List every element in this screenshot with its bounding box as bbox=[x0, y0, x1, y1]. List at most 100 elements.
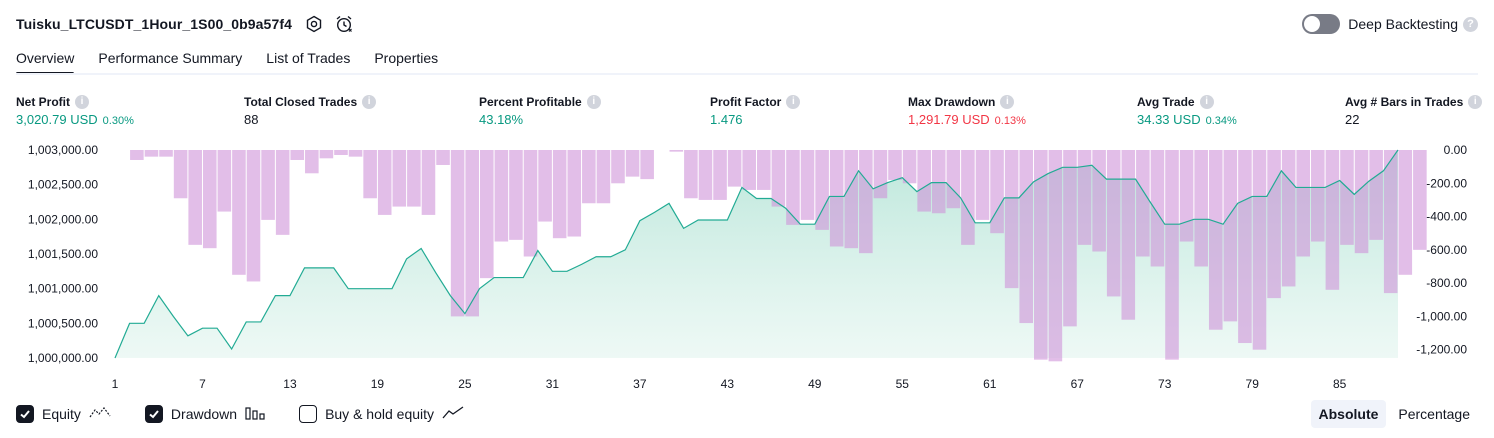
drawdown-bar bbox=[144, 150, 159, 157]
drawdown-bar bbox=[377, 150, 392, 215]
deep-backtesting-toggle[interactable] bbox=[1302, 14, 1341, 34]
metric-value: 88 bbox=[244, 112, 259, 127]
scale-mode: Absolute Percentage bbox=[1307, 400, 1479, 428]
legend-label: Buy & hold equity bbox=[325, 406, 435, 422]
drawdown-bar bbox=[1121, 150, 1136, 320]
metric-max-drawdown: Max Drawdown i 1,291.79 USD 0.13% bbox=[908, 93, 1026, 127]
drawdown-bar bbox=[888, 150, 902, 180]
percentage-button[interactable]: Percentage bbox=[1398, 406, 1470, 422]
drawdown-bar bbox=[1165, 150, 1179, 360]
drawdown-bar bbox=[1238, 150, 1252, 344]
metric-percent-profitable: Percent Profitable i 43.18% bbox=[479, 93, 601, 127]
help-icon[interactable]: ? bbox=[1463, 16, 1478, 32]
drawdown-bar bbox=[698, 150, 713, 200]
drawdown-bar bbox=[1136, 150, 1150, 257]
tab-properties[interactable]: Properties bbox=[374, 50, 439, 66]
drawdown-checkbox[interactable] bbox=[144, 405, 163, 423]
info-icon[interactable]: i bbox=[1000, 94, 1015, 109]
equity-line-icon bbox=[89, 405, 111, 424]
y-right-tick-label: -400.00 bbox=[1426, 210, 1467, 224]
drawdown-bar bbox=[1063, 150, 1077, 327]
metric-label: Max Drawdown bbox=[908, 94, 996, 109]
metric-net-profit: Net Profit i 3,020.79 USD 0.30% bbox=[16, 93, 134, 127]
metric-percent: 0.34% bbox=[1205, 115, 1237, 127]
info-icon[interactable]: i bbox=[586, 94, 601, 109]
y-right-tick-label: -200.00 bbox=[1426, 176, 1467, 190]
info-icon[interactable]: i bbox=[1199, 94, 1214, 109]
drawdown-bar bbox=[246, 150, 261, 282]
legend-drawdown[interactable]: Drawdown bbox=[144, 405, 265, 424]
drawdown-bar bbox=[669, 150, 684, 152]
equity-line bbox=[114, 149, 1399, 359]
drawdown-bar bbox=[1150, 150, 1165, 267]
drawdown-bar bbox=[786, 150, 800, 225]
drawdown-bar bbox=[319, 150, 334, 159]
info-icon[interactable]: i bbox=[362, 94, 377, 109]
drawdown-bar bbox=[421, 150, 436, 215]
drawdown-bar bbox=[334, 150, 348, 155]
drawdown-bar bbox=[523, 150, 538, 257]
drawdown-bar bbox=[727, 150, 742, 187]
drawdown-bar bbox=[961, 150, 975, 245]
y-tick-label: 1,003,000.00 bbox=[28, 143, 98, 157]
metric-label: Net Profit bbox=[16, 94, 70, 109]
drawdown-bar bbox=[188, 150, 202, 245]
metric-value: 22 bbox=[1345, 112, 1360, 127]
drawdown-bar bbox=[305, 150, 319, 174]
y-right-tick-label: -600.00 bbox=[1426, 243, 1467, 257]
absolute-button[interactable]: Absolute bbox=[1310, 400, 1387, 428]
drawdown-bar bbox=[1340, 150, 1354, 245]
drawdown-bar bbox=[232, 150, 246, 275]
drawdown-bar bbox=[159, 150, 173, 157]
drawdown-bar bbox=[1311, 150, 1325, 242]
drawdown-bar bbox=[859, 150, 873, 254]
x-tick-label: 19 bbox=[371, 377, 385, 391]
y-tick-label: 1,000,500.00 bbox=[28, 316, 98, 330]
tab-performance-summary[interactable]: Performance Summary bbox=[98, 50, 243, 66]
x-tick-label: 67 bbox=[1071, 377, 1085, 391]
drawdown-bar bbox=[902, 150, 917, 184]
metric-value: 3,020.79 USD bbox=[16, 112, 98, 127]
drawdown-bar bbox=[567, 150, 582, 237]
drawdown-bar bbox=[1296, 150, 1311, 257]
equity-drawdown-chart: 1,003,000.00 1,002,500.00 1,002,000.00 1,00… bbox=[28, 143, 1467, 391]
drawdown-bar bbox=[742, 150, 756, 190]
drawdown-bar bbox=[1077, 150, 1092, 245]
x-tick-label: 1 bbox=[112, 377, 119, 391]
legend-buy-hold[interactable]: Buy & hold equity bbox=[299, 405, 464, 424]
tab-overview[interactable]: Overview bbox=[16, 44, 75, 75]
drawdown-bar bbox=[640, 150, 654, 180]
drawdown-bar bbox=[275, 150, 290, 235]
x-tick-label: 13 bbox=[283, 377, 297, 391]
drawdown-bar bbox=[479, 150, 494, 279]
info-icon[interactable]: i bbox=[75, 94, 89, 109]
tab-list-of-trades[interactable]: List of Trades bbox=[266, 50, 351, 66]
drawdown-bar bbox=[684, 150, 698, 199]
metric-profit-factor: Profit Factor i 1.476 bbox=[710, 93, 801, 127]
alarm-clock-icon[interactable] bbox=[332, 12, 356, 36]
right-axis: 0.00 -200.00 -400.00 -600.00 -800.00 -1,000.0… bbox=[1416, 143, 1467, 357]
equity-checkbox[interactable] bbox=[16, 405, 34, 423]
settings-icon[interactable] bbox=[302, 12, 326, 36]
drawdown-bars bbox=[130, 150, 1427, 362]
x-tick-label: 37 bbox=[633, 377, 647, 391]
legend-equity[interactable]: Equity bbox=[16, 405, 111, 424]
drawdown-bar bbox=[1019, 150, 1034, 324]
drawdown-bar bbox=[917, 150, 931, 212]
buy-hold-checkbox[interactable] bbox=[299, 405, 318, 423]
drawdown-bar bbox=[1048, 150, 1063, 362]
drawdown-bar bbox=[1325, 150, 1340, 290]
drawdown-bar bbox=[1179, 150, 1194, 242]
drawdown-bar bbox=[538, 150, 552, 222]
metrics-row: Net Profit i 3,020.79 USD 0.30% Total Clos… bbox=[16, 93, 1483, 133]
drawdown-bar bbox=[873, 150, 888, 199]
y-tick-label: 1,002,000.00 bbox=[28, 212, 98, 226]
y-right-tick-label: -1,200.00 bbox=[1416, 343, 1467, 357]
info-icon[interactable]: i bbox=[786, 94, 801, 109]
metric-label: Avg # Bars in Trades bbox=[1345, 94, 1464, 109]
drawdown-bar bbox=[407, 150, 421, 207]
x-tick-label: 85 bbox=[1333, 377, 1347, 391]
info-icon[interactable]: i bbox=[1468, 94, 1483, 109]
drawdown-bar bbox=[173, 150, 188, 199]
drawdown-bar bbox=[1369, 150, 1383, 240]
